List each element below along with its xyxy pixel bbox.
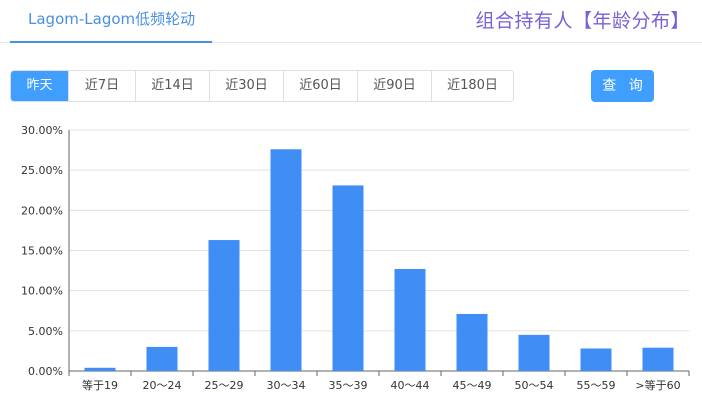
range-button-3[interactable]: 近30日 — [210, 71, 284, 101]
bar-9 — [642, 347, 674, 371]
bar-3 — [270, 149, 302, 371]
x-tick-label: >等于60 — [635, 378, 680, 392]
range-button-4[interactable]: 近60日 — [284, 71, 358, 101]
bar-5 — [394, 268, 426, 371]
y-tick-label: 10.00% — [21, 285, 63, 298]
tab-lagom[interactable]: Lagom-Lagom低频轮动 — [10, 0, 212, 43]
x-tick-label: 35～39 — [329, 379, 368, 392]
y-tick-label: 20.00% — [21, 204, 63, 217]
bar-1 — [146, 346, 178, 371]
y-tick-label: 25.00% — [21, 164, 63, 177]
bar-7 — [518, 334, 550, 371]
x-tick-label: 45～49 — [453, 379, 492, 392]
x-tick-label: 55～59 — [577, 379, 616, 392]
query-button[interactable]: 查 询 — [591, 70, 654, 102]
range-button-1[interactable]: 近7日 — [69, 71, 136, 101]
header: Lagom-Lagom低频轮动 组合持有人【年龄分布】 — [0, 0, 702, 43]
range-button-0[interactable]: 昨天 — [11, 71, 69, 101]
age-distribution-chart: 0.00% 5.00% 10.00% 15.00% 20.00% 25.00% 30.00%… — [21, 124, 690, 392]
range-button-5[interactable]: 近90日 — [358, 71, 432, 101]
y-tick-label: 5.00% — [28, 325, 63, 338]
date-range-selector: 昨天 近7日 近14日 近30日 近60日 近90日 近180日 — [10, 70, 514, 102]
x-tick-label: 20～24 — [143, 379, 182, 392]
x-tick-label: 25～29 — [205, 379, 244, 392]
tab-label: Lagom-Lagom低频轮动 — [28, 10, 196, 28]
x-tick-label: 50～54 — [515, 379, 554, 392]
x-tick-label: 40～44 — [391, 379, 430, 392]
range-button-6[interactable]: 近180日 — [432, 71, 513, 101]
x-tick-label: 等于19 — [82, 378, 118, 392]
x-tick-label: 30～34 — [267, 379, 306, 392]
bar-6 — [456, 313, 488, 371]
bar-2 — [208, 240, 240, 371]
bar-0 — [84, 367, 116, 371]
bar-4 — [332, 185, 364, 371]
y-tick-label: 30.00% — [21, 124, 63, 137]
bar-8 — [580, 348, 612, 371]
y-tick-label: 15.00% — [21, 245, 63, 258]
y-tick-label: 0.00% — [28, 365, 63, 378]
page-title: 组合持有人【年龄分布】 — [475, 10, 690, 32]
range-button-2[interactable]: 近14日 — [136, 71, 210, 101]
